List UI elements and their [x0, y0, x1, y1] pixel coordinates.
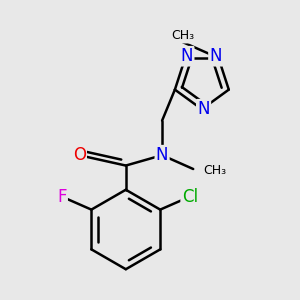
Text: Cl: Cl — [182, 188, 198, 206]
Text: CH₃: CH₃ — [171, 29, 194, 42]
Text: O: O — [73, 146, 86, 164]
Text: N: N — [156, 146, 168, 164]
Text: N: N — [181, 47, 193, 65]
Text: N: N — [197, 100, 210, 118]
Text: F: F — [57, 188, 67, 206]
Text: N: N — [209, 47, 222, 65]
Text: CH₃: CH₃ — [204, 164, 227, 177]
